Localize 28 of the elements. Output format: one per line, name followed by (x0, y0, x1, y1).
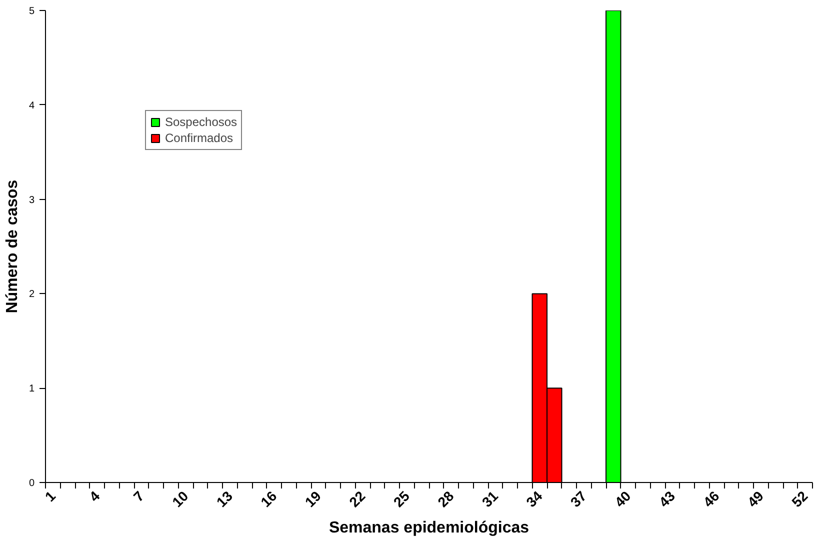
y-tick-label: 1 (28, 384, 35, 395)
x-tick-label: 19 (302, 488, 324, 510)
y-tick-label: 5 (28, 6, 35, 17)
x-axis-title: Semanas epidemiológicas (328, 520, 530, 537)
x-tick-label: 52 (788, 488, 811, 510)
x-tick-label: 28 (434, 488, 457, 510)
legend-label: Confirmados (165, 131, 234, 145)
y-axis-title: Número de casos (4, 180, 21, 314)
x-tick-label: 37 (567, 488, 590, 510)
y-tick-label: 0 (28, 478, 35, 489)
x-tick-label: 16 (257, 488, 280, 510)
y-tick-label: 3 (28, 194, 35, 206)
x-tick-label: 46 (700, 488, 722, 510)
x-tick-label: 13 (213, 488, 236, 510)
y-tick-label: 4 (28, 100, 35, 112)
x-tick-label: 7 (130, 488, 148, 505)
y-tick-label: 2 (28, 289, 35, 300)
x-tick-label: 10 (168, 488, 192, 510)
x-tick-label: 22 (346, 488, 368, 510)
x-tick-label: 43 (656, 488, 678, 510)
x-tick-label: 34 (522, 488, 546, 510)
x-tick-label: 31 (478, 488, 502, 510)
x-tick-label: 49 (744, 488, 767, 510)
legend-label: Sospechosos (165, 115, 238, 129)
x-tick-label: 25 (390, 488, 413, 510)
x-tick-label: 1 (42, 488, 59, 505)
x-tick-label: 40 (611, 488, 634, 510)
x-tick-label: 4 (86, 488, 103, 505)
